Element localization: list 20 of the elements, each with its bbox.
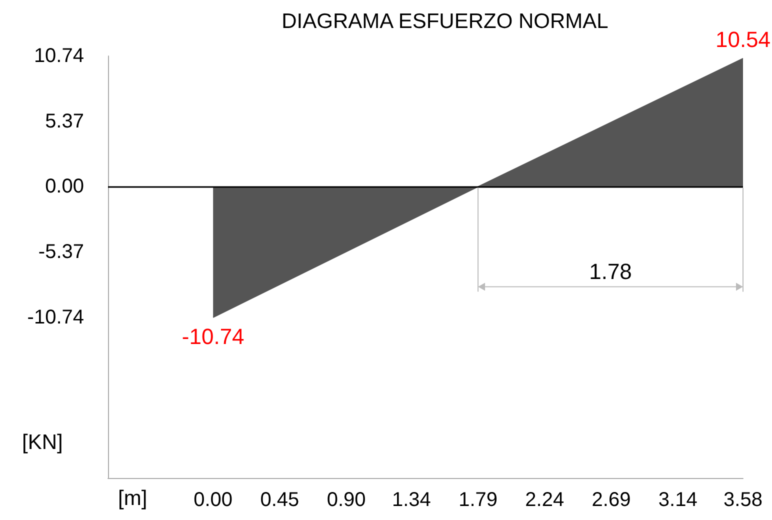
x-tick-label: 0.45 bbox=[260, 489, 300, 511]
data-label: -10.74 bbox=[182, 324, 244, 349]
x-tick-label: 2.69 bbox=[592, 489, 631, 511]
annotation: 1.78 bbox=[589, 258, 632, 285]
y-tick-label: 5.37 bbox=[45, 110, 84, 132]
x-tick-label: 0.00 bbox=[194, 489, 233, 511]
y-tick-label: 10.74 bbox=[34, 45, 84, 67]
y-tick-label: 0.00 bbox=[45, 176, 84, 198]
y-tick-label: -10.74 bbox=[27, 306, 84, 328]
x-tick-label: 1.79 bbox=[458, 489, 498, 511]
x-tick-label: 3.58 bbox=[724, 489, 762, 511]
chart-title: DIAGRAMA ESFUERZO NORMAL bbox=[282, 10, 608, 33]
x-tick-label: 0.90 bbox=[326, 489, 366, 511]
x-tick-label: 1.34 bbox=[392, 489, 431, 511]
x-tick-label: 2.24 bbox=[525, 489, 564, 511]
y-tick-label: -5.37 bbox=[38, 241, 84, 264]
x-tick-label: 3.14 bbox=[658, 489, 698, 511]
y-axis-title: [KN] bbox=[22, 431, 63, 454]
x-axis-title: [m] bbox=[118, 487, 148, 510]
data-label: 10.54 bbox=[715, 26, 771, 52]
